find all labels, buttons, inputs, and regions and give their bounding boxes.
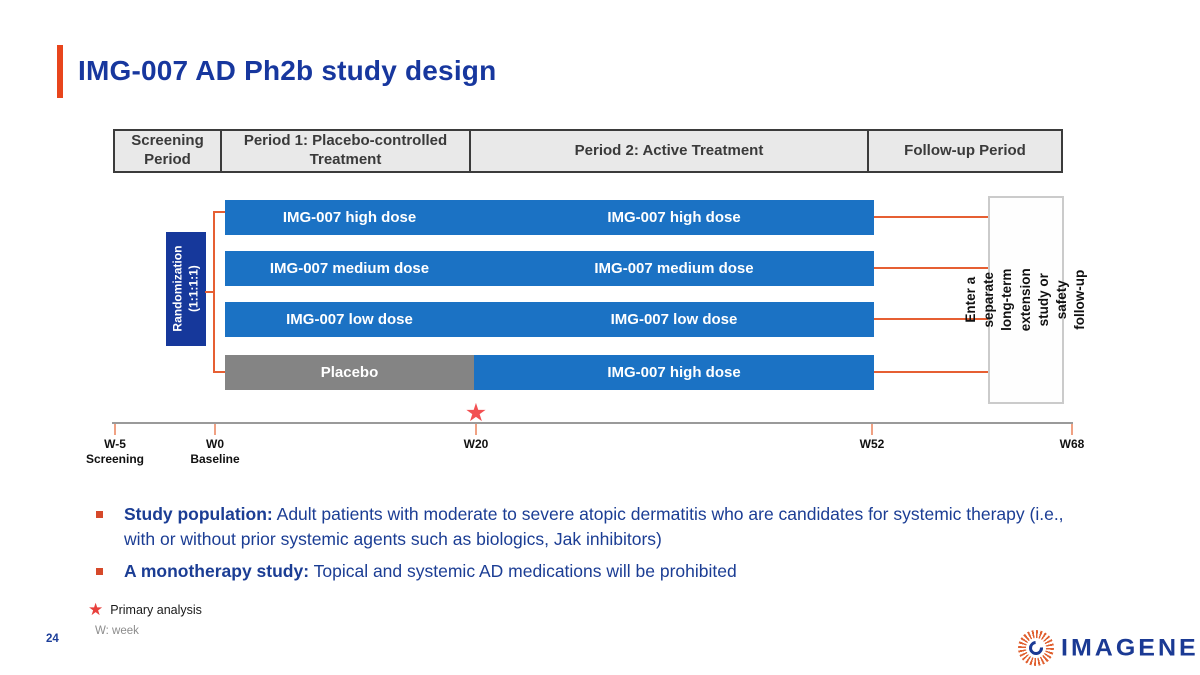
legend-primary-analysis: ★ Primary analysis [88, 601, 202, 618]
timeline-tick-w68 [1071, 424, 1073, 435]
legend-star-icon: ★ [88, 600, 104, 619]
period-header-followup: Follow-up Period [867, 129, 1063, 173]
timeline-label-w-5: W-5 Screening [55, 437, 175, 467]
bullet-square-icon [96, 568, 103, 575]
bullet-monotherapy-lead: A monotherapy study: [124, 561, 310, 581]
arm-placebo: Placebo IMG-007 high dose [225, 355, 874, 390]
connector-line-arm2 [874, 267, 988, 269]
timeline-week-w-5: W-5 [104, 437, 126, 451]
timeline-tick-w-5 [114, 424, 116, 435]
arm-medium-dose: IMG-007 medium dose IMG-007 medium dose [225, 251, 874, 286]
randomization-label: Randomization (1:1:1:1) [170, 246, 200, 332]
timeline-label-w20: W20 [416, 437, 536, 452]
timeline-label-w0: W0 Baseline [155, 437, 275, 467]
company-logo: IMAGENE [1018, 630, 1199, 666]
followup-extension-box: Enter a separate long-term extension stu… [963, 196, 1088, 404]
arm-high-dose: IMG-007 high dose IMG-007 high dose [225, 200, 874, 235]
primary-analysis-star-icon: ★ [464, 399, 488, 427]
period-header-screening: Screening Period [113, 129, 222, 173]
bullet-study-population: Study population: Adult patients with mo… [96, 502, 1096, 552]
timeline-week-w52: W52 [859, 437, 885, 451]
page-number: 24 [46, 633, 59, 645]
page-title: IMG-007 AD Ph2b study design [78, 55, 497, 86]
bullet-square-icon [96, 511, 103, 518]
arm-high-dose-period2: IMG-007 high dose [474, 200, 874, 235]
followup-extension-label: Enter a separate long-term extension stu… [963, 268, 1088, 332]
bullet-monotherapy: A monotherapy study: Topical and systemi… [96, 559, 1096, 584]
arm-placebo-period2: IMG-007 high dose [474, 355, 874, 390]
arm-placebo-period1: Placebo [225, 355, 474, 390]
abbreviation-note: W: week [95, 625, 139, 637]
timeline-week-w68: W68 [1059, 437, 1085, 451]
arm-medium-dose-period2: IMG-007 medium dose [474, 251, 874, 286]
period-header-period1: Period 1: Placebo-controlled Treatment [220, 129, 471, 173]
title-accent-bar [57, 45, 63, 98]
bullet-monotherapy-text: Topical and systemic AD medications will… [313, 561, 737, 581]
logo-wordmark: IMAGENE [1061, 634, 1199, 661]
connector-line-arm1 [874, 216, 988, 218]
timeline-label-w52: W52 [812, 437, 932, 452]
randomization-box: Randomization (1:1:1:1) [166, 232, 206, 346]
timeline-sublabel-baseline: Baseline [190, 452, 240, 466]
period-header-row: Screening Period Period 1: Placebo-contr… [113, 129, 1063, 173]
timeline-week-w20: W20 [463, 437, 489, 451]
bullet-list: Study population: Adult patients with mo… [96, 502, 1096, 591]
connector-line-arm3 [874, 318, 988, 320]
arm-low-dose-period2: IMG-007 low dose [474, 302, 874, 337]
timeline-label-w68: W68 [1012, 437, 1132, 452]
legend-primary-analysis-label: Primary analysis [110, 602, 202, 617]
arm-high-dose-period1: IMG-007 high dose [225, 200, 474, 235]
sunburst-logo-icon [1018, 630, 1054, 666]
timeline-tick-w52 [871, 424, 873, 435]
timeline-week-w0: W0 [206, 437, 224, 451]
timeline-sublabel-screening: Screening [85, 452, 145, 466]
randomization-bracket-stub [205, 291, 213, 293]
timeline-tick-w0 [214, 424, 216, 435]
arm-medium-dose-period1: IMG-007 medium dose [225, 251, 474, 286]
timeline-axis [112, 422, 1073, 424]
arm-low-dose-period1: IMG-007 low dose [225, 302, 474, 337]
bullet-study-population-text: Adult patients with moderate to severe a… [124, 504, 1064, 549]
timeline-tick-w20 [475, 424, 477, 435]
bullet-study-population-lead: Study population: [124, 504, 273, 524]
connector-line-arm4 [874, 371, 988, 373]
randomization-bracket [213, 211, 225, 373]
arm-low-dose: IMG-007 low dose IMG-007 low dose [225, 302, 874, 337]
period-header-period2: Period 2: Active Treatment [469, 129, 869, 173]
